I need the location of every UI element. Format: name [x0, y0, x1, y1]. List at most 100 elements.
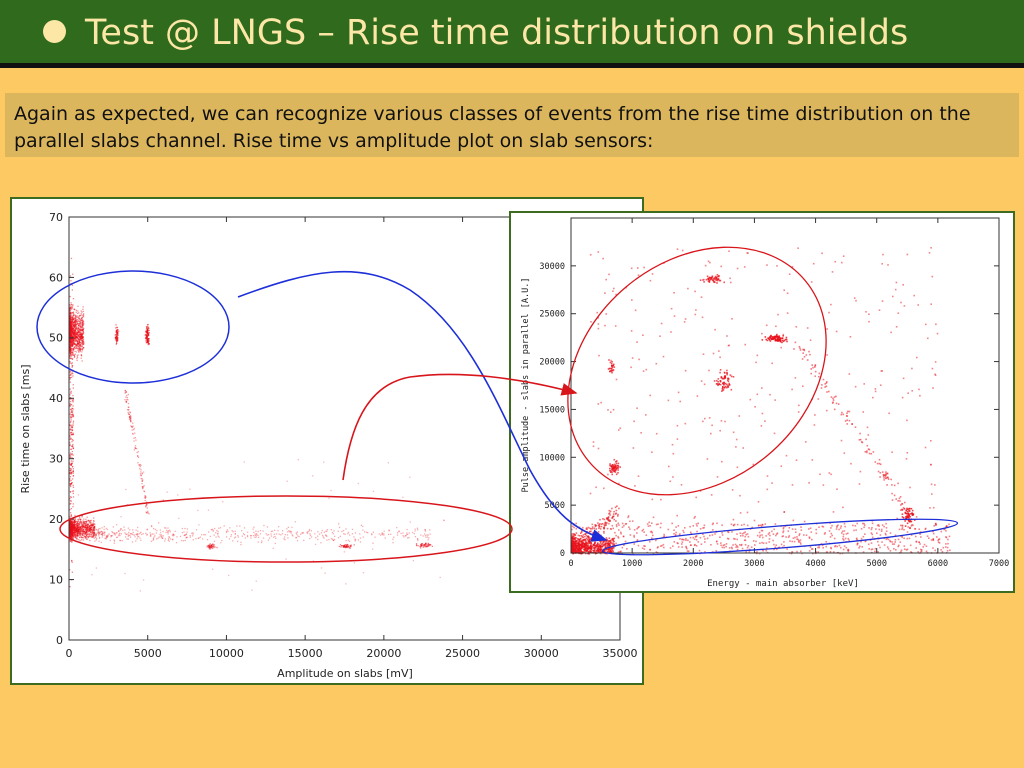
scatter-point: [599, 543, 601, 545]
scatter-point: [685, 537, 687, 540]
scatter-point: [228, 574, 230, 577]
scatter-point: [603, 527, 605, 529]
right-scatter-points: [571, 247, 951, 555]
scatter-point: [719, 536, 721, 538]
scatter-point: [189, 535, 191, 537]
scatter-point: [82, 338, 84, 340]
scatter-point: [232, 540, 234, 542]
scatter-point: [154, 535, 156, 537]
scatter-point: [623, 544, 625, 546]
scatter-point: [79, 518, 81, 520]
scatter-point: [883, 525, 885, 528]
scatter-point: [618, 524, 620, 526]
scatter-point: [73, 327, 75, 329]
scatter-point: [177, 494, 179, 496]
scatter-point: [86, 525, 88, 528]
scatter-point: [577, 543, 579, 545]
scatter-point: [70, 445, 73, 447]
scatter-point: [856, 542, 859, 545]
scatter-point: [86, 527, 89, 529]
scatter-point: [71, 284, 73, 286]
scatter-point: [94, 528, 96, 530]
scatter-point: [198, 537, 200, 539]
scatter-point: [582, 536, 584, 539]
scatter-point: [795, 531, 797, 533]
x-tick-label: 35000: [603, 647, 638, 660]
scatter-point: [70, 528, 73, 531]
scatter-point: [114, 337, 116, 339]
scatter-point: [88, 520, 91, 522]
scatter-point: [141, 478, 143, 480]
scatter-point: [675, 531, 677, 534]
scatter-point: [586, 550, 588, 552]
scatter-point: [884, 532, 887, 535]
scatter-point: [87, 525, 90, 527]
scatter-point: [70, 414, 72, 416]
scatter-point: [273, 533, 275, 535]
bullet-icon: [43, 20, 66, 43]
scatter-point: [76, 529, 78, 531]
scatter-point: [875, 528, 877, 530]
scatter-point: [81, 314, 83, 316]
scatter-point: [130, 421, 132, 423]
scatter-point: [842, 538, 844, 540]
scatter-point: [772, 533, 775, 535]
scatter-point: [126, 538, 128, 540]
scatter-point: [841, 530, 844, 533]
scatter-point: [597, 538, 599, 540]
scatter-point: [130, 426, 133, 428]
scatter-point: [608, 544, 610, 546]
scatter-point: [134, 536, 136, 538]
scatter-point: [81, 317, 83, 319]
scatter-point: [359, 541, 362, 543]
scatter-point: [124, 572, 126, 575]
scatter-point: [143, 485, 145, 487]
scatter-point: [574, 534, 577, 536]
scatter-point: [72, 422, 74, 424]
scatter-point: [697, 522, 699, 525]
scatter-point: [333, 530, 335, 532]
scatter-point: [170, 538, 172, 540]
scatter-point: [739, 535, 742, 537]
scatter-point: [572, 540, 574, 543]
scatter-point: [125, 396, 127, 398]
scatter-point: [831, 534, 833, 537]
scatter-point: [81, 335, 83, 337]
scatter-point: [901, 527, 904, 529]
scatter-point: [308, 530, 310, 532]
scatter-point: [92, 533, 95, 535]
scatter-point: [818, 526, 820, 528]
scatter-point: [251, 589, 253, 591]
scatter-point: [182, 540, 185, 542]
scatter-point: [133, 449, 135, 451]
scatter-point: [84, 522, 86, 524]
scatter-point: [575, 539, 578, 542]
scatter-point: [909, 544, 912, 547]
scatter-point: [98, 537, 101, 539]
scatter-point: [71, 335, 73, 337]
scatter-point: [70, 410, 73, 412]
scatter-point: [317, 535, 319, 537]
scatter-point: [347, 531, 350, 534]
scatter-point: [72, 439, 74, 442]
scatter-point: [287, 531, 289, 533]
scatter-point: [775, 544, 777, 546]
scatter-point: [203, 534, 205, 536]
scatter-point: [443, 519, 445, 521]
scatter-point: [723, 544, 726, 546]
scatter-point: [847, 550, 850, 553]
scatter-point: [183, 531, 185, 533]
scatter-point: [72, 316, 74, 318]
scatter-point: [77, 525, 80, 527]
scatter-point: [217, 530, 219, 533]
scatter-point: [646, 523, 649, 525]
scatter-point: [341, 530, 343, 533]
scatter-point: [633, 536, 635, 538]
scatter-point: [273, 536, 275, 538]
scatter-point: [70, 420, 72, 423]
scatter-point: [765, 535, 767, 537]
scatter-point: [800, 529, 803, 531]
scatter-point: [133, 437, 135, 439]
scatter-point: [362, 529, 364, 531]
scatter-point: [344, 544, 346, 546]
